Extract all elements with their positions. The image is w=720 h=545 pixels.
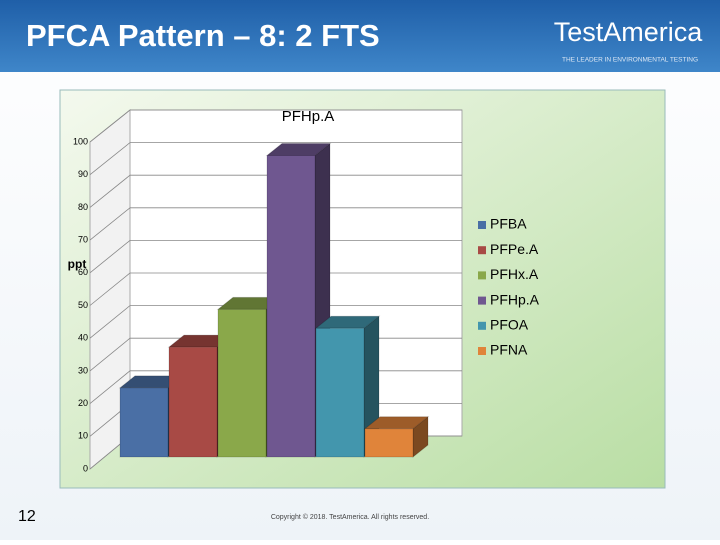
y-tick-label: 0 [83, 463, 88, 473]
slide-title: PFCA Pattern – 8: 2 FTS [26, 18, 380, 53]
bar-front [119, 387, 169, 458]
bar-front [266, 155, 316, 458]
y-tick-label: 90 [78, 169, 88, 179]
legend-swatch [478, 221, 486, 229]
grid-line [89, 207, 462, 241]
bar-front [217, 308, 267, 458]
y-tick-label: 100 [73, 136, 88, 146]
legend-label: PFBA [490, 216, 527, 232]
legend-swatch [478, 296, 486, 305]
grid-line [89, 142, 462, 176]
bar-front [315, 327, 365, 458]
y-tick-label: 70 [78, 234, 88, 244]
grid-line [89, 272, 462, 306]
y-tick-label: 10 [78, 431, 88, 441]
logo: TestAmerica [554, 17, 704, 47]
y-axis-label: ppt [68, 257, 87, 271]
y-tick-label: 20 [78, 398, 88, 408]
grid-line [89, 174, 462, 208]
chart-title: PFHp.A [282, 108, 335, 125]
y-tick-label: 30 [78, 365, 88, 375]
bar-front [168, 346, 218, 458]
header-band [0, 0, 720, 72]
legend-swatch [478, 321, 486, 330]
legend-swatch [478, 271, 486, 280]
y-tick-label: 50 [78, 300, 88, 310]
legend-label: PFPe.A [490, 241, 539, 257]
legend-label: PFHp.A [490, 291, 540, 307]
bar-front [364, 428, 414, 458]
y-tick-label: 80 [78, 202, 88, 212]
grid-line [89, 305, 462, 339]
legend-swatch [478, 347, 486, 355]
grid-line [89, 109, 462, 143]
legend-swatch [478, 246, 486, 255]
bar [363, 415, 430, 459]
y-tick-label: 60 [78, 267, 88, 277]
legend-label: PFHx.A [490, 266, 539, 282]
legend-label: PFOA [490, 317, 529, 333]
grid-line [89, 239, 462, 274]
copyright: Copyright © 2018. TestAmerica. All right… [271, 513, 429, 521]
y-tick-label: 40 [78, 333, 88, 343]
legend-label: PFNA [490, 342, 528, 358]
logo-tagline: THE LEADER IN ENVIRONMENTAL TESTING [562, 57, 698, 64]
page-number: 12 [18, 508, 36, 525]
